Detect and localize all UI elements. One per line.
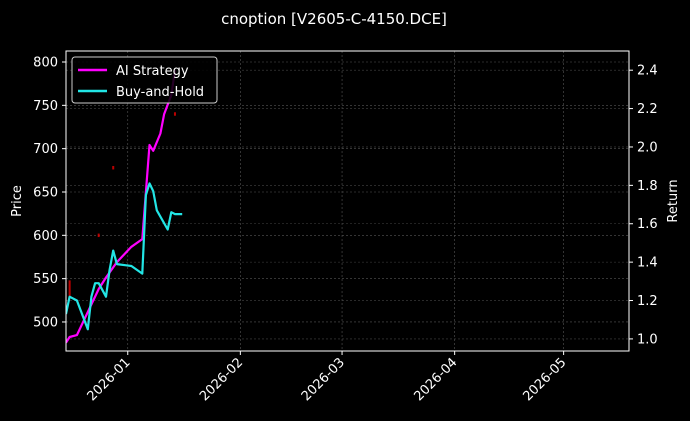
y-axis-right: 1.0 1.2 1.4 1.6 1.8 2.0 2.2 2.4: [629, 64, 658, 347]
series-line-buy-and-hold: [66, 182, 183, 331]
x-tick: 2026-03: [299, 355, 348, 404]
y-axis-left-label: Price: [10, 185, 25, 217]
y-tick-left: 650: [33, 185, 58, 200]
y-tick-right: 2.4: [637, 64, 658, 79]
y-tick-left: 700: [33, 142, 58, 157]
y-tick-left: 500: [33, 315, 58, 330]
y-axis-right-label: Return: [666, 179, 681, 222]
x-tick: 2026-02: [197, 355, 246, 404]
series-lines: [66, 70, 183, 344]
series-line-ai-strategy: [66, 70, 177, 344]
y-tick-right: 1.4: [637, 256, 658, 271]
x-tick: 2026-05: [520, 355, 569, 404]
legend-box: [71, 56, 218, 104]
y-tick-right: 1.2: [637, 294, 658, 309]
legend: AI Strategy Buy-and-Hold: [71, 56, 218, 104]
legend-label-buy-and-hold: Buy-and-Hold: [116, 85, 204, 100]
y-tick-left: 800: [33, 56, 58, 71]
x-axis: 2026-01 2026-02 2026-03 2026-04 2026-05: [85, 351, 569, 404]
price-candles: [68, 112, 176, 296]
y-tick-left: 550: [33, 272, 58, 287]
y-tick-left: 750: [33, 99, 58, 114]
chart-title: cnoption [V2605-C-4150.DCE]: [221, 10, 447, 28]
x-tick: 2026-04: [411, 355, 460, 404]
y-tick-right: 1.8: [637, 179, 658, 194]
grid-lines: [66, 51, 629, 351]
y-tick-right: 1.6: [637, 217, 658, 232]
legend-label-ai-strategy: AI Strategy: [116, 64, 189, 79]
plot-frame: [65, 50, 630, 352]
y-tick-right: 2.2: [637, 102, 658, 117]
y-tick-right: 2.0: [637, 140, 658, 155]
x-tick: 2026-01: [85, 355, 134, 404]
y-tick-right: 1.0: [637, 332, 658, 347]
y-axis-left: 500 550 600 650 700 750 800: [33, 56, 66, 330]
y-tick-left: 600: [33, 229, 58, 244]
